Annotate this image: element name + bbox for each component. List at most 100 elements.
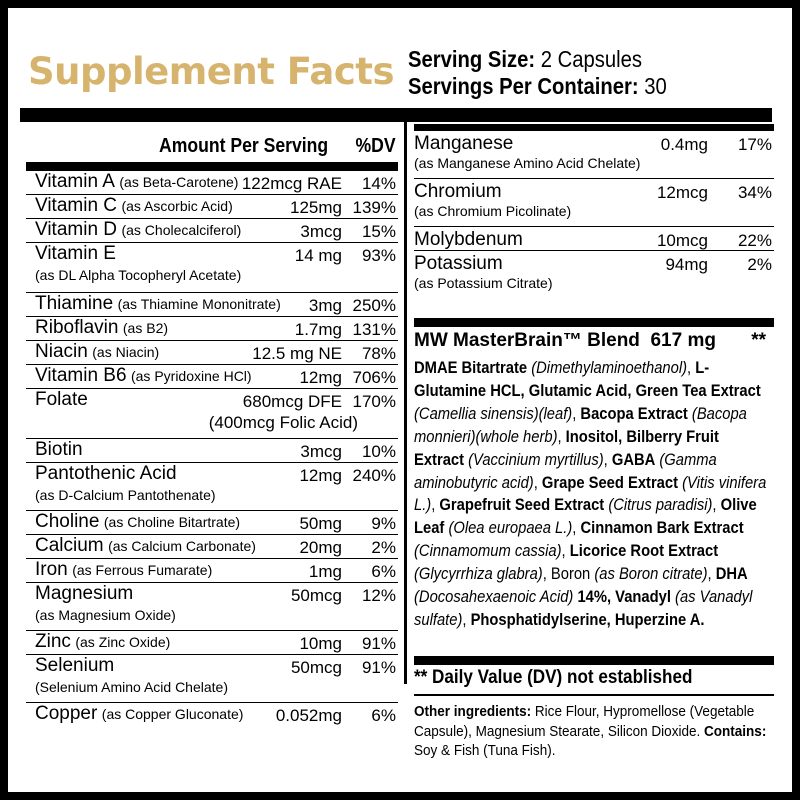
- contains-label: Contains:: [704, 722, 767, 740]
- nutrient-dv: 78%: [361, 344, 396, 363]
- table-row: Pantothenic Acid (as D-Calcium Pantothena…: [26, 463, 398, 511]
- blend-dv: **: [751, 330, 766, 351]
- nutrient-amount: 50mg: [299, 514, 342, 533]
- nutrient-dv: 91%: [361, 634, 396, 653]
- row-line: Vitamin D (as Cholecalciferol): [26, 219, 398, 243]
- top-divider: [20, 108, 772, 122]
- table-row: Selenium (Selenium Amino Acid Chelate) 50m…: [26, 655, 398, 703]
- row-line: Riboflavin (as B2): [26, 317, 398, 341]
- row-line: Selenium: [26, 655, 398, 679]
- ingredient-name: DHA: [715, 565, 748, 584]
- nutrient-name: Manganese: [414, 133, 514, 154]
- nutrient-amount: 12mcg: [656, 183, 708, 202]
- dv-header: %DV: [355, 135, 396, 157]
- nutrient-dv: 17%: [737, 135, 772, 154]
- ingredient-name: Cinnamon Bark Extract: [580, 519, 744, 538]
- table-row: Molybdenum 10mcg 22%: [414, 227, 774, 251]
- nutrient-name: Thiamine: [35, 293, 114, 314]
- serving-size-value: 2 Capsules: [540, 46, 642, 72]
- nutrient-source: (as Niacin): [92, 344, 160, 360]
- nutrient-amount: 680mcg DFE: [242, 392, 342, 411]
- ingredient-source: (Dimethylaminoethanol): [531, 359, 688, 377]
- nutrient-source: (as Zinc Oxide): [75, 634, 171, 650]
- nutrient-dv: 2%: [747, 255, 772, 274]
- nutrient-source: (as Ferrous Fumarate): [72, 562, 213, 578]
- ingredient-separator: ,: [687, 359, 696, 377]
- ingredient-name: GABA: [611, 450, 656, 469]
- ingredient-separator: ,: [462, 610, 471, 629]
- ingredient-name: Phosphatidylserine, Huperzine A.: [470, 610, 705, 629]
- nutrient-name: Vitamin E: [35, 243, 116, 264]
- table-row: Niacin (as Niacin) 12.5 mg NE 78%: [26, 341, 398, 365]
- row-line: Iron (as Ferrous Fumarate): [26, 559, 398, 583]
- nutrient-amount: 20mg: [299, 538, 342, 557]
- other-ingredients-text: Rice Flour, Hypromellose (Vegetable Caps…: [414, 703, 755, 740]
- contains-text: Soy & Fish (Tuna Fish).: [414, 742, 556, 759]
- nutrient-dv: 34%: [737, 183, 772, 202]
- table-row: Chromium (as Chromium Picolinate) 12mcg 34%: [414, 179, 774, 227]
- row-line: Vitamin B6 (as Pyridoxine HCl): [26, 365, 398, 389]
- ingredient-separator: ,: [431, 496, 440, 515]
- row-line: Choline (as Choline Bitartrate): [26, 511, 398, 535]
- nutrient-dv: 250%: [352, 296, 396, 315]
- nutrient-amount: 10mg: [299, 634, 342, 653]
- nutrient-amount: 122mcg RAE: [241, 174, 342, 193]
- table-row: Folate (400mcg Folic Acid) 680mcg DFE 170%: [26, 389, 398, 439]
- blend-header: MW MasterBrain™ Blend 617 mg **: [414, 330, 774, 352]
- table-row: Copper (as Copper Gluconate) 0.052mg 6%: [26, 703, 398, 727]
- serving-info: Serving Size: 2 Capsules Servings Per Co…: [408, 46, 667, 100]
- nutrient-name: Vitamin C: [35, 195, 118, 216]
- nutrient-source: (as Copper Gluconate): [101, 706, 244, 722]
- nutrient-name: Copper: [35, 703, 98, 724]
- ingredient-source: (as Vanadyl sulfate): [414, 588, 753, 629]
- table-row: Vitamin D (as Cholecalciferol) 3mcg 15%: [26, 219, 398, 243]
- nutrient-amount: 50mcg: [290, 658, 342, 677]
- nutrient-source: (Selenium Amino Acid Chelate): [35, 679, 228, 695]
- ingredient-source: (Vaccinium myrtillus): [468, 450, 604, 469]
- ingredient-source: (Bacopa monnieri)(whole herb): [414, 404, 747, 446]
- ingredient-separator: ,: [533, 473, 542, 492]
- nutrient-amount: 1.7mg: [294, 320, 342, 339]
- row-line: Folate: [26, 389, 398, 413]
- nutrient-amount: 94mg: [665, 255, 708, 274]
- ingredient-name: Grapefruit Seed Extract: [439, 496, 605, 515]
- table-row: Vitamin E (as DL Alpha Tocopheryl Acetate…: [26, 243, 398, 293]
- nutrient-amount: 50mcg: [290, 586, 342, 605]
- header-rule: [26, 162, 398, 171]
- nutrient-source: (as Choline Bitartrate): [103, 514, 241, 530]
- row-line: Vitamin E: [26, 243, 398, 267]
- table-row: Manganese (as Manganese Amino Acid Chelat…: [414, 131, 774, 179]
- ingredient-source: (Cinnamomum cassia): [414, 542, 562, 561]
- servings-per-container-value: 30: [644, 73, 667, 99]
- nutrient-name: Selenium: [35, 655, 115, 676]
- nutrient-name: Vitamin B6: [35, 365, 127, 386]
- nutrient-name: Folate: [35, 389, 88, 410]
- ingredient-source: (Glycyrrhiza glabra): [414, 565, 543, 584]
- other-ingredients-label: Other ingredients:: [414, 703, 532, 720]
- nutrient-source: (as D-Calcium Pantothenate): [35, 487, 216, 503]
- nutrient-name: Biotin: [35, 439, 83, 460]
- nutrient-name: Riboflavin: [35, 317, 119, 338]
- nutrient-dv: 22%: [737, 231, 772, 250]
- nutrient-dv: 131%: [352, 320, 396, 339]
- ingredient-separator: ,: [707, 565, 716, 584]
- nutrient-name: Zinc: [35, 631, 71, 652]
- ingredient-name: Grape Seed Extract: [541, 473, 679, 492]
- blend-ingredients: DMAE Bitartrate (Dimethylaminoethanol) , …: [414, 357, 772, 632]
- nutrient-source: (as B2): [122, 320, 169, 336]
- nutrient-name: Vitamin A: [35, 171, 115, 192]
- table-row: Vitamin C (as Ascorbic Acid) 125mg 139%: [26, 195, 398, 219]
- table-row: Zinc (as Zinc Oxide) 10mg 91%: [26, 631, 398, 655]
- nutrient-dv: 12%: [361, 586, 396, 605]
- row-line: Thiamine (as Thiamine Mononitrate): [26, 293, 398, 317]
- nutrient-name: Vitamin D: [35, 219, 118, 240]
- nutrient-dv: 2%: [371, 538, 396, 557]
- ingredient-separator: ,: [603, 450, 612, 469]
- table-row: Choline (as Choline Bitartrate) 50mg 9%: [26, 511, 398, 535]
- nutrient-dv: 91%: [361, 658, 396, 677]
- table-row: Vitamin B6 (as Pyridoxine HCl) 12mg 706%: [26, 365, 398, 389]
- column-divider: [404, 122, 407, 684]
- nutrient-name: Choline: [35, 511, 100, 532]
- row-line: Biotin: [26, 439, 398, 463]
- ingredient-name: Olive Leaf: [414, 496, 757, 538]
